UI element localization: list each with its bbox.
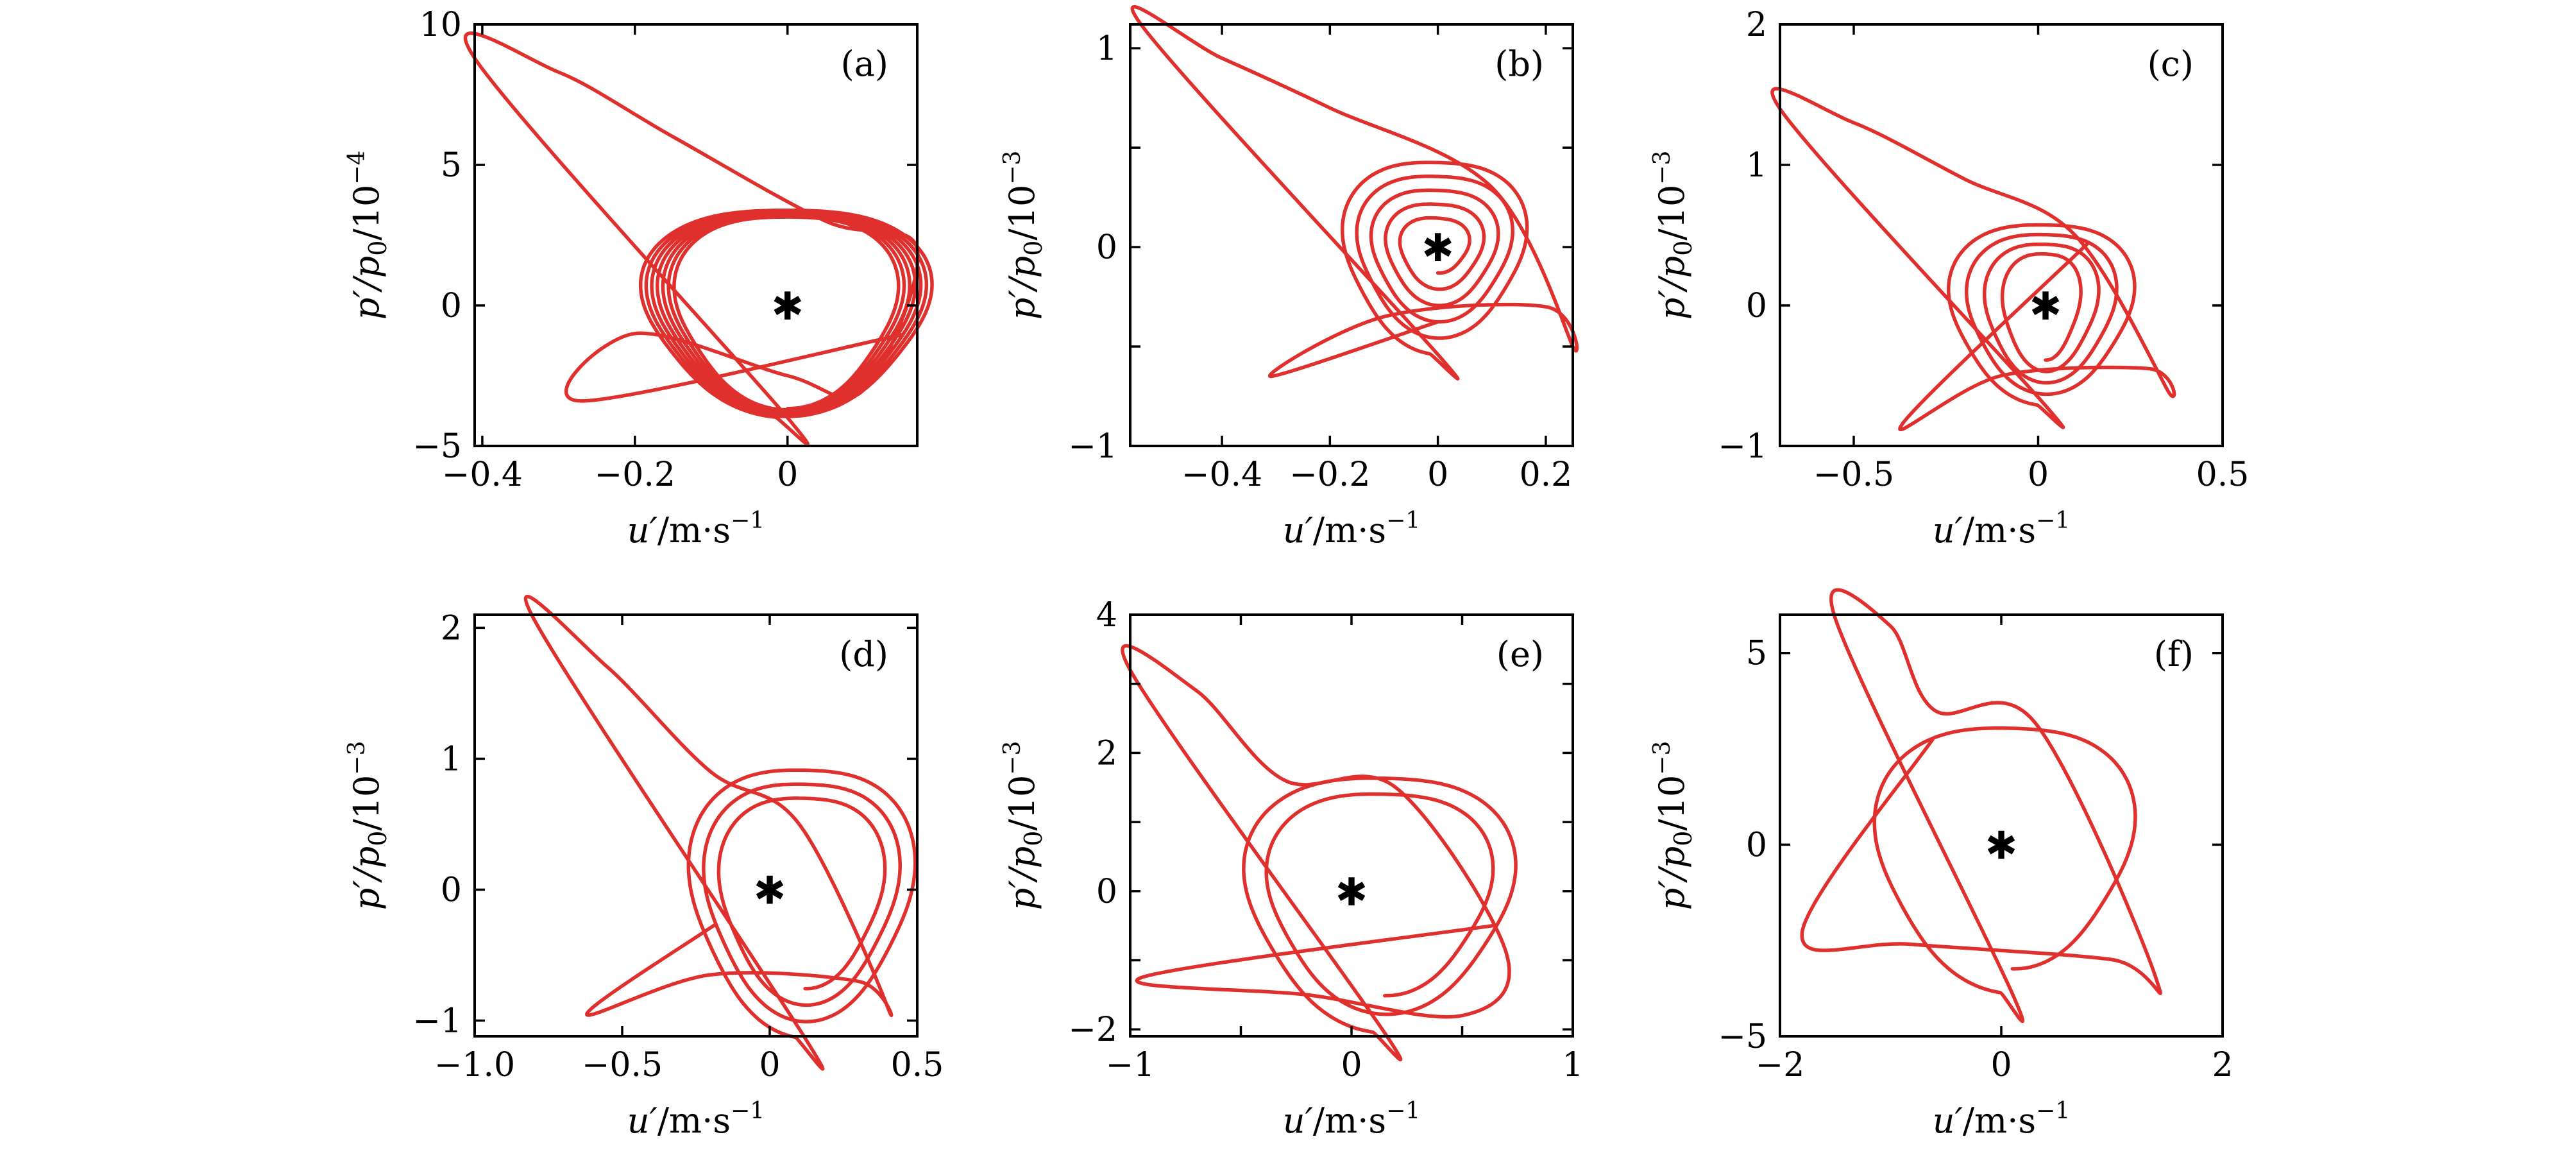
fixed-point-marker: ✱	[754, 868, 786, 913]
y-tick-label: 5	[1746, 635, 1767, 673]
y-tick-label: 1	[1096, 30, 1117, 68]
panel-label: (a)	[841, 44, 888, 84]
y-axis-label: p′/p0/10−3	[1649, 741, 1697, 911]
panel-label: (c)	[2148, 44, 2194, 84]
fixed-point-marker: ✱	[772, 284, 804, 329]
x-tick-label: 0	[1427, 456, 1448, 494]
chart-panel-4: −1.0 −0.5 0 0.5 −1 0 1 2 ✱ (d) u′/m·s−1 p′/p0/10−3	[344, 594, 944, 1141]
trajectory-line	[523, 594, 917, 1071]
panel-label: (b)	[1495, 44, 1544, 84]
chart-panel-6: −2 0 2 −5 0 5 ✱ (f) u′/m·s−1 p′/p0/10−3	[1649, 588, 2233, 1141]
axes-frame	[473, 613, 919, 1038]
y-axis-label: p′/p0/10−3	[999, 151, 1047, 320]
x-tick-label: 0	[759, 1046, 780, 1084]
trajectory-line	[463, 31, 934, 446]
x-tick-label: 0.2	[1520, 456, 1573, 494]
x-tick-label: −0.5	[582, 1046, 663, 1084]
y-tick-label: 0	[1746, 826, 1767, 864]
chart-panel-1: −0.4 −0.2 0 −5 0 5 10 ✱ (a) u′/m·s−1 p′/p0/10−4	[344, 6, 934, 551]
trajectory-line	[1130, 5, 1579, 381]
fixed-point-marker: ✱	[1335, 870, 1368, 915]
axes-frame	[1129, 23, 1574, 447]
panel-label: (e)	[1496, 634, 1544, 674]
x-axis-label: u′/m·s−1	[1933, 1098, 2070, 1141]
fixed-point-marker: ✱	[1985, 823, 2017, 868]
x-tick-label: −0.2	[1289, 456, 1370, 494]
x-tick-label: −0.4	[442, 456, 523, 494]
chart-panel-3: −0.5 0 0.5 −1 0 1 2 ✱ (c) u′/m·s−1 p′/p0/10−3	[1649, 6, 2249, 551]
x-tick-label: 0.5	[2196, 456, 2250, 494]
x-tick-label: 1	[1562, 1046, 1583, 1084]
axes-frame	[1779, 23, 2224, 447]
x-tick-label: 2	[2212, 1046, 2233, 1084]
y-tick-label: −5	[412, 427, 462, 466]
x-tick-label: 0	[1341, 1046, 1362, 1084]
y-tick-label: 0	[1746, 287, 1767, 325]
y-tick-label: 4	[1096, 596, 1117, 635]
y-tick-label: 10	[419, 6, 462, 44]
axes-frame	[473, 23, 919, 447]
x-axis-label: u′/m·s−1	[627, 508, 765, 551]
fixed-point-marker: ✱	[2029, 284, 2062, 329]
x-tick-label: −0.2	[595, 456, 675, 494]
y-tick-label: 0	[441, 871, 462, 909]
y-tick-label: 2	[1096, 734, 1117, 773]
y-tick-label: −5	[1718, 1018, 1767, 1056]
trajectory-line	[1770, 87, 2176, 432]
x-tick-label: 0	[1990, 1046, 2012, 1084]
y-tick-label: 2	[1746, 6, 1767, 44]
y-axis-label: p′/p0/10−3	[1649, 151, 1697, 320]
x-axis-label: u′/m·s−1	[1283, 1098, 1420, 1141]
x-axis-label: u′/m·s−1	[627, 1098, 765, 1141]
y-tick-label: −2	[1068, 1011, 1117, 1049]
x-tick-label: −2	[1756, 1046, 1805, 1084]
trajectory-line	[1121, 644, 1518, 1062]
fixed-point-marker: ✱	[1421, 226, 1453, 271]
panel-label: (f)	[2154, 634, 2194, 674]
trajectory-line	[1800, 588, 2162, 1023]
y-tick-label: 1	[441, 740, 462, 778]
x-tick-label: 0.5	[891, 1046, 944, 1084]
panel-label: (d)	[839, 634, 888, 674]
y-tick-label: −1	[1068, 427, 1117, 466]
x-tick-label: 0	[777, 456, 798, 494]
y-axis-label: p′/p0/10−4	[344, 151, 392, 320]
x-axis-label: u′/m·s−1	[1933, 508, 2070, 551]
y-tick-label: 0	[1096, 228, 1117, 267]
chart-panel-5: −1 0 1 −2 0 2 4 ✱ (e) u′/m·s−1 p′/p0/10−3	[999, 596, 1584, 1141]
y-tick-label: 1	[1746, 146, 1767, 185]
chart-panel-2: −0.4 −0.2 0 0.2 −1 0 1 ✱ (b) u′/m·s−1 p′/p0/10−3	[999, 5, 1579, 551]
x-tick-label: −0.4	[1182, 456, 1262, 494]
y-tick-label: 2	[441, 609, 462, 647]
y-tick-label: 0	[441, 287, 462, 325]
y-axis-label: p′/p0/10−3	[999, 741, 1047, 911]
x-tick-label: −0.5	[1813, 456, 1894, 494]
y-tick-label: 0	[1096, 873, 1117, 911]
y-tick-label: −1	[1718, 427, 1767, 466]
x-tick-label: −1.0	[434, 1046, 515, 1084]
x-axis-label: u′/m·s−1	[1283, 508, 1420, 551]
x-tick-label: 0	[2028, 456, 2049, 494]
y-tick-label: 5	[441, 146, 462, 185]
y-axis-label: p′/p0/10−3	[344, 741, 392, 911]
x-tick-label: −1	[1106, 1046, 1155, 1084]
y-tick-label: −1	[412, 1002, 462, 1041]
